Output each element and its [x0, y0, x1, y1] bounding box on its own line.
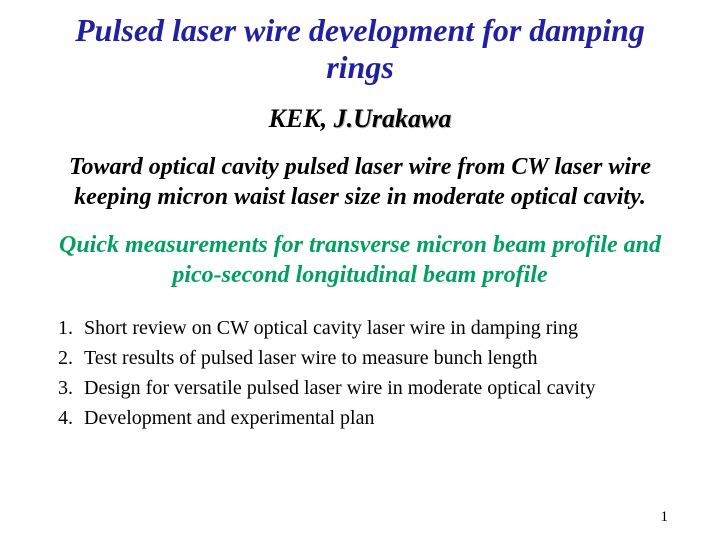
outline-list: Short review on CW optical cavity laser …: [40, 314, 680, 432]
outline-item: Test results of pulsed laser wire to mea…: [78, 344, 680, 372]
author-name: J.Urakawa: [334, 104, 452, 133]
outline-item: Design for versatile pulsed laser wire i…: [78, 374, 680, 402]
slide-title: Pulsed laser wire development for dampin…: [40, 12, 680, 86]
subtitle-secondary: Quick measurements for transverse micron…: [40, 230, 680, 290]
page-number: 1: [661, 509, 669, 526]
author-institution: KEK,: [269, 104, 334, 133]
outline-item: Short review on CW optical cavity laser …: [78, 314, 680, 342]
author-line: KEK, J.Urakawa: [40, 104, 680, 134]
outline-item: Development and experimental plan: [78, 404, 680, 432]
subtitle-primary: Toward optical cavity pulsed laser wire …: [50, 152, 670, 212]
